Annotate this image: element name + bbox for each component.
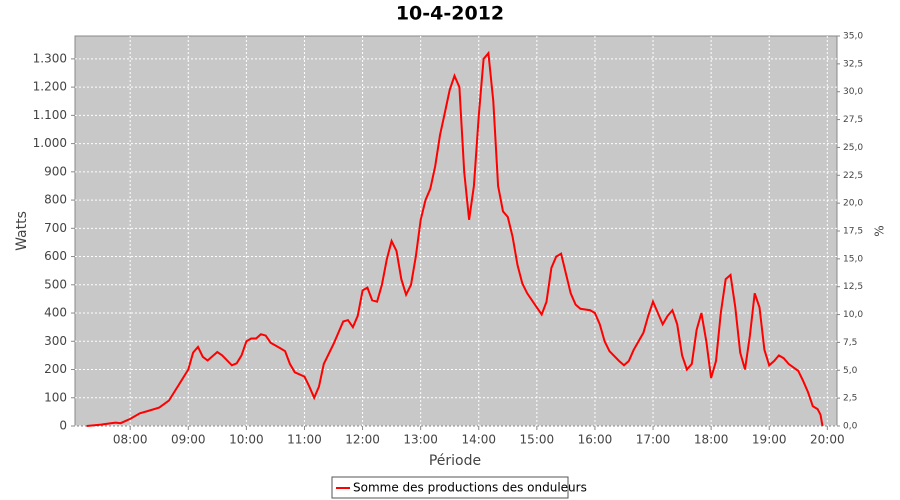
y2-tick-label: 17,5	[843, 227, 863, 237]
y2-tick-label: 27,5	[843, 115, 863, 125]
y2-tick-label: 22,5	[843, 171, 863, 181]
y2-tick-label: 10,0	[843, 310, 863, 320]
x-tick-label: 09:00	[171, 433, 206, 447]
chart-title: 10-4-2012	[396, 3, 504, 25]
x-tick-label: 08:00	[113, 433, 148, 447]
y-tick-label: 700	[44, 221, 67, 235]
x-axis-label: Période	[429, 453, 481, 469]
y2-tick-label: 35,0	[843, 32, 863, 42]
y2-tick-label: 12,5	[843, 282, 863, 292]
y-tick-label: 600	[44, 249, 67, 263]
y2-tick-label: 2,5	[843, 394, 857, 404]
y-tick-label: 1.200	[33, 80, 67, 94]
y-axis-label: Watts	[14, 211, 30, 251]
y-tick-label: 800	[44, 193, 67, 207]
y2-axis-label: %	[873, 225, 887, 236]
y2-tick-label: 30,0	[843, 87, 863, 97]
y2-tick-label: 15,0	[843, 254, 863, 264]
y-tick-label: 0	[59, 419, 67, 433]
x-tick-label: 14:00	[461, 433, 496, 447]
x-tick-label: 11:00	[287, 433, 322, 447]
y-tick-label: 400	[44, 306, 67, 320]
x-tick-label: 17:00	[636, 433, 671, 447]
series-line	[86, 50, 824, 427]
x-tick-label: 12:00	[345, 433, 380, 447]
y-tick-label: 1.000	[33, 136, 67, 150]
x-tick-label: 13:00	[403, 433, 438, 447]
x-tick-label: 20:00	[810, 433, 845, 447]
x-tick-label: 10:00	[229, 433, 264, 447]
y2-tick-label: 25,0	[843, 143, 863, 153]
legend-label: Somme des productions des onduleurs	[353, 481, 587, 495]
y2-tick-label: 7,5	[843, 338, 857, 348]
plot-area	[74, 35, 838, 427]
x-tick-label: 15:00	[520, 433, 555, 447]
y2-tick-label: 32,5	[843, 59, 863, 69]
y2-tick-label: 0,0	[843, 422, 858, 432]
y-tick-label: 200	[44, 362, 67, 376]
y2-tick-label: 5,0	[843, 366, 858, 376]
legend	[331, 476, 569, 499]
x-tick-label: 18:00	[694, 433, 729, 447]
x-tick-label: 16:00	[578, 433, 613, 447]
y-tick-label: 500	[44, 277, 67, 291]
y-tick-label: 900	[44, 164, 67, 178]
y-tick-label: 300	[44, 334, 67, 348]
y-tick-label: 1.300	[33, 51, 67, 65]
x-tick-label: 19:00	[752, 433, 787, 447]
y2-tick-label: 20,0	[843, 199, 863, 209]
y-tick-label: 100	[44, 390, 67, 404]
y-tick-label: 1.100	[33, 108, 67, 122]
